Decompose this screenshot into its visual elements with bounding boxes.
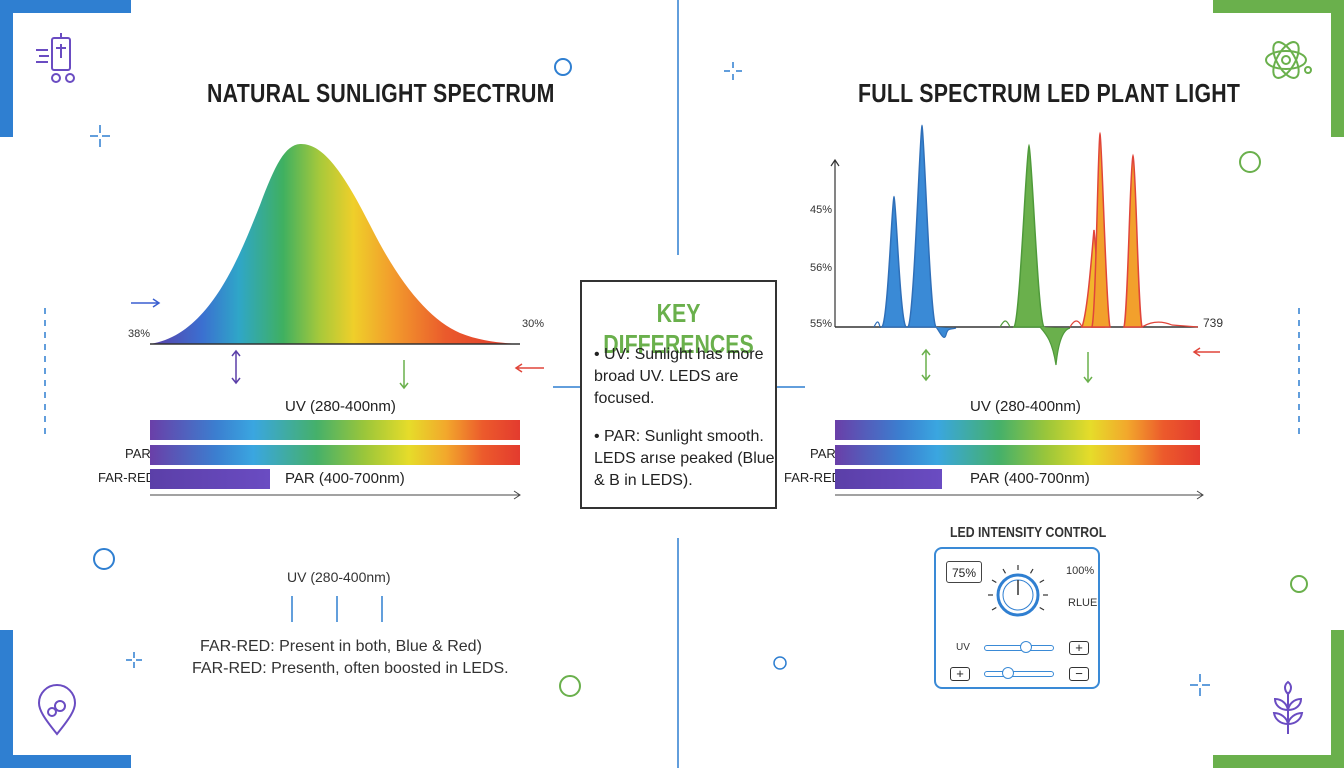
location-pin-icon bbox=[37, 684, 77, 736]
intensity-value-display: 75% bbox=[946, 561, 982, 583]
left-farred-label: FAR-RED bbox=[98, 470, 156, 485]
channel-label: RLUE bbox=[1068, 597, 1098, 609]
left-uv-band bbox=[150, 420, 520, 440]
uv-slider-label: UV bbox=[956, 642, 970, 653]
right-par-band bbox=[835, 445, 1200, 465]
corner-accent-top-right bbox=[1213, 0, 1344, 13]
right-farred-band bbox=[835, 469, 942, 489]
led-peak-blue-1 bbox=[880, 195, 908, 328]
right-par-label: PAR bbox=[810, 446, 836, 461]
right-farred-label: FAR-RED bbox=[784, 470, 842, 485]
key-differences-box: KEY DIFFERENCES • UV: Sunlight has more … bbox=[580, 280, 777, 509]
lab-apparatus-icon bbox=[36, 33, 75, 83]
led-y-label-1: 45% bbox=[810, 204, 833, 216]
corner-accent-top-left-vertical bbox=[0, 0, 13, 137]
right-uv-band-label: UV (280-400nm) bbox=[970, 398, 1081, 415]
corner-accent-bottom-left-vertical bbox=[0, 630, 13, 768]
led-peak-green bbox=[1012, 143, 1046, 328]
key-differences-title: KEY DIFFERENCES bbox=[603, 298, 754, 359]
left-uv-band-label: UV (280-400nm) bbox=[285, 398, 396, 415]
second-slider[interactable] bbox=[984, 667, 1054, 679]
sunlight-curve bbox=[150, 143, 520, 344]
uv-slider[interactable] bbox=[984, 641, 1054, 653]
led-peak-red-1 bbox=[1091, 131, 1111, 328]
led-control-title: LED INTENSITY CONTROL bbox=[950, 524, 1107, 541]
right-axis-value: 30% bbox=[522, 318, 545, 330]
corner-accent-bottom-right bbox=[1213, 755, 1344, 768]
led-right-axis-value: 739 bbox=[1203, 316, 1224, 330]
second-slider-thumb[interactable] bbox=[1002, 667, 1014, 679]
right-wavelength-axis bbox=[835, 490, 1204, 500]
led-peak-red-2 bbox=[1123, 153, 1143, 328]
intensity-max-label: 100% bbox=[1066, 565, 1095, 577]
corner-accent-bottom-left bbox=[0, 755, 131, 768]
intensity-dial[interactable] bbox=[986, 563, 1050, 627]
left-par-band bbox=[150, 445, 520, 465]
right-par-range-label: PAR (400-700nm) bbox=[970, 470, 1090, 487]
left-lower-uv-label: UV (280-400nm) bbox=[287, 569, 391, 585]
sunlight-spectrum-chart bbox=[131, 143, 544, 390]
plant-sprout-icon bbox=[1272, 680, 1304, 734]
sunlight-arrows bbox=[131, 298, 544, 390]
left-panel-title: NATURAL SUNLIGHT SPECTRUM bbox=[207, 78, 555, 108]
led-spectrum-chart bbox=[830, 124, 1220, 384]
atom-icon bbox=[1265, 41, 1312, 79]
right-uv-band bbox=[835, 420, 1200, 440]
left-par-range-label: PAR (400-700nm) bbox=[285, 470, 405, 487]
led-y-label-3: 55% bbox=[810, 318, 833, 330]
left-wavelength-axis bbox=[150, 490, 521, 500]
led-peak-blue-2 bbox=[906, 124, 938, 328]
left-par-label: PAR bbox=[125, 446, 151, 461]
led-y-label-2: 56% bbox=[810, 262, 833, 274]
note-farred-1: FAR-RED: Present in both, Blue & Red) bbox=[200, 638, 482, 655]
led-intensity-control-panel: 75% 100% RLUE UV + + − bbox=[934, 547, 1100, 689]
corner-accent-top-left bbox=[0, 0, 131, 13]
key-item-par: • PAR: Sunlight smooth. LEDS arıse peake… bbox=[594, 428, 775, 489]
left-farred-band bbox=[150, 469, 270, 489]
uv-tick-marks bbox=[291, 596, 383, 622]
left-axis-value: 38% bbox=[128, 328, 151, 340]
uv-plus-button[interactable]: + bbox=[1069, 641, 1089, 655]
note-farred-2: FAR-RED: Presenth, often boosted in LEDS… bbox=[192, 660, 509, 677]
corner-accent-top-right-vertical bbox=[1331, 0, 1344, 137]
right-panel-title: FULL SPECTRUM LED PLANT LIGHT bbox=[858, 78, 1241, 108]
key-item-uv: • UV: Sunlight has more broad UV. LEDS a… bbox=[594, 346, 764, 407]
second-minus-button[interactable]: − bbox=[1069, 667, 1089, 681]
corner-accent-bottom-right-vertical bbox=[1331, 630, 1344, 768]
second-plus-button[interactable]: + bbox=[950, 667, 970, 681]
uv-slider-thumb[interactable] bbox=[1020, 641, 1032, 653]
